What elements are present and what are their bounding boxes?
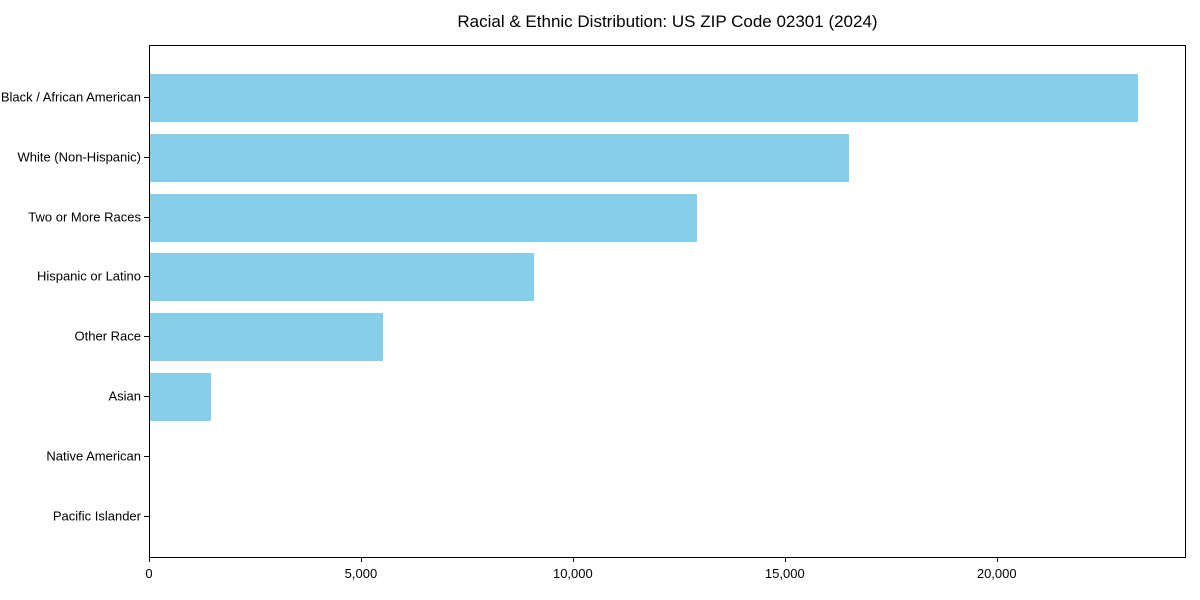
bar-asian <box>150 373 212 421</box>
bar-other-race <box>150 313 384 362</box>
x-tick-label: 0 <box>145 566 153 581</box>
y-tick-mark <box>144 455 149 457</box>
y-tick-mark <box>144 396 149 397</box>
bar-black-african-american <box>150 74 1138 122</box>
y-tick-mark <box>144 515 149 517</box>
y-tick-mark <box>144 97 149 98</box>
x-tick-mark <box>572 558 574 562</box>
y-tick-mark <box>144 336 149 338</box>
y-tick-label: Hispanic or Latino <box>36 268 141 284</box>
bar-hispanic-or-latino <box>150 253 534 302</box>
y-tick-label: Asian <box>108 388 141 404</box>
x-tick-label: 15,000 <box>764 566 805 581</box>
y-tick-mark <box>144 156 149 158</box>
x-tick-mark <box>996 558 998 562</box>
y-tick-mark <box>144 216 149 218</box>
y-tick-label: Black / African American <box>0 89 141 105</box>
x-tick-mark <box>360 558 362 562</box>
bar-two-or-more-races <box>150 193 697 242</box>
y-tick-label: Two or More Races <box>28 209 141 225</box>
plot-area <box>149 45 1186 558</box>
chart-title: Racial & Ethnic Distribution: US ZIP Cod… <box>457 12 878 31</box>
x-tick-mark <box>149 558 150 562</box>
x-tick-label: 10,000 <box>552 566 593 581</box>
y-tick-label: Native American <box>46 448 141 464</box>
x-tick-label: 20,000 <box>976 566 1017 581</box>
y-tick-mark <box>144 276 149 278</box>
x-tick-label: 5,000 <box>344 566 378 581</box>
y-tick-label: White (Non-Hispanic) <box>17 149 141 165</box>
x-tick-mark <box>784 558 786 562</box>
bar-white-non-hispanic <box>150 133 850 182</box>
y-tick-label: Pacific Islander <box>52 508 141 524</box>
y-tick-label: Other Race <box>74 328 141 344</box>
